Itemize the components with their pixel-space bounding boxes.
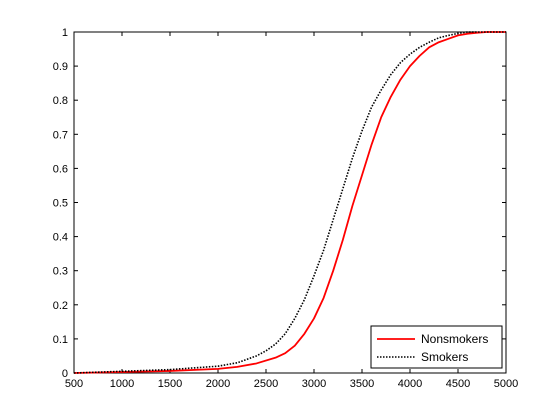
series-lines [73, 31, 506, 374]
x-tick-label: 3000 [302, 378, 326, 390]
x-tick-label: 1500 [158, 378, 182, 390]
axis-ticks [73, 31, 507, 374]
x-tick-label: 500 [65, 378, 83, 390]
y-tick-label: 0.4 [53, 232, 68, 244]
legend: Nonsmokers Smokers [370, 325, 503, 369]
series-line-nonsmokers [73, 31, 506, 374]
legend-label-nonsmokers: Nonsmokers [421, 332, 488, 346]
y-tick-label: 0.7 [53, 129, 68, 141]
axis-tick-labels: 500 1000 1500 2000 2500 3000 3500 4000 4500 5000 0… [53, 27, 519, 390]
plot-area [73, 31, 507, 374]
y-tick-label: 0.6 [53, 163, 68, 175]
x-tick-label: 4500 [446, 378, 470, 390]
legend-box [370, 325, 503, 369]
y-tick-label: 0.3 [53, 266, 68, 278]
y-tick-label: 0.8 [53, 95, 68, 107]
y-tick-label: 0.9 [53, 61, 68, 73]
y-tick-label: 0.5 [53, 198, 68, 210]
y-tick-label: 0.1 [53, 334, 68, 346]
x-tick-label: 1000 [110, 378, 134, 390]
y-tick-label: 1 [62, 27, 68, 39]
y-tick-label: 0.2 [53, 300, 68, 312]
x-tick-label: 5000 [494, 378, 518, 390]
y-tick-label: 0 [62, 368, 68, 380]
legend-label-smokers: Smokers [421, 350, 468, 364]
x-tick-label: 4000 [398, 378, 422, 390]
x-tick-label: 2500 [254, 378, 278, 390]
x-tick-label: 3500 [350, 378, 374, 390]
x-tick-label: 2000 [206, 378, 230, 390]
series-line-smokers [73, 31, 506, 374]
